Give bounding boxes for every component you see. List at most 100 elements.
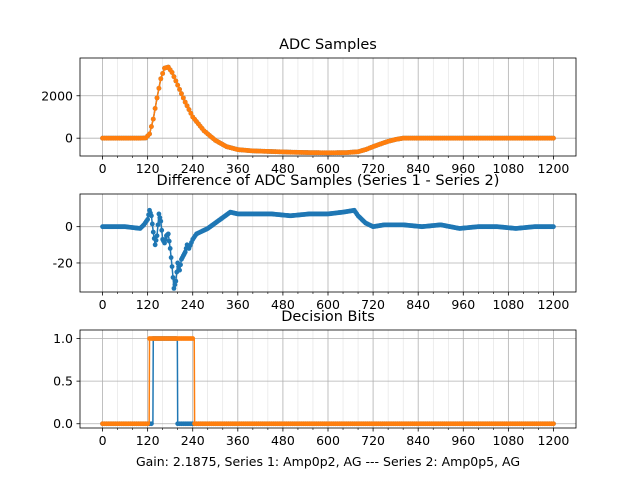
- diff-series-1-point: [165, 231, 171, 237]
- adc-series-2-point: [171, 74, 177, 80]
- diff-x-tick-label: 480: [271, 297, 295, 312]
- adc-x-tick-label: 120: [136, 161, 160, 176]
- diff-x-tick-label: 600: [316, 297, 340, 312]
- diff-series-1-point: [152, 242, 158, 248]
- diff-series-1-point: [145, 217, 151, 222]
- adc-series-2-point: [175, 82, 181, 88]
- adc-y-tick-label: 2000: [41, 88, 73, 103]
- bits-series-2-point: [551, 421, 556, 427]
- adc-series-2-point: [148, 124, 154, 129]
- figure-caption: Gain: 2.1875, Series 1: Amp0p2, AG --- S…: [136, 454, 520, 469]
- bits-x-tick-label: 600: [316, 433, 340, 448]
- adc-x-tick-label: 240: [181, 161, 205, 176]
- diff-axes-frame: [79, 193, 577, 293]
- adc-series-2-point: [182, 99, 188, 105]
- adc-series-2-point: [158, 76, 164, 82]
- adc-x-tick-label: 360: [226, 161, 250, 176]
- decision-bits-plot-area: 0 120 240 360 480 600 720 840 960 1080 1200 0.0 0.5 1…: [53, 329, 577, 448]
- bits-x-tick-label: 1200: [538, 433, 570, 448]
- adc-x-tick-label: 840: [406, 161, 430, 176]
- adc-x-tick-label: 720: [361, 161, 385, 176]
- adc-series-2-point: [154, 95, 160, 101]
- adc-series-2-point: [177, 86, 182, 92]
- adc-series-2-point: [184, 103, 190, 109]
- bits-series-1-point: [148, 421, 154, 427]
- adc-samples-panel: 0 120 240 360 480 600 720 840 960 1080 1200 0 2000 A…: [41, 37, 577, 176]
- adc-samples-title: ADC Samples: [279, 37, 377, 53]
- diff-series-1-point: [178, 262, 183, 268]
- diff-series-1-point: [163, 236, 168, 242]
- diff-x-tick-label: 1200: [538, 297, 570, 312]
- diff-x-tick-label: 360: [226, 297, 250, 312]
- diff-series-1-point: [170, 275, 176, 280]
- diff-x-tick-label: 960: [451, 297, 475, 312]
- bits-x-tick-label: 0: [99, 433, 107, 448]
- bits-x-tick-label: 120: [136, 433, 160, 448]
- bits-x-tick-label: 240: [181, 433, 205, 448]
- bits-y-tick-label: 0.0: [53, 416, 73, 431]
- adc-series-2-point: [186, 107, 192, 112]
- bits-x-tick-label: 840: [406, 433, 430, 448]
- adc-axes-frame: [79, 57, 577, 157]
- adc-series-2-point: [551, 135, 556, 141]
- diff-series-1-point: [177, 267, 182, 273]
- diff-series-1-point: [156, 211, 162, 217]
- diff-series-1-point: [551, 224, 556, 230]
- diff-series-1-point: [157, 215, 163, 220]
- diff-series-1-point: [172, 282, 178, 288]
- bits-series-2: [100, 336, 556, 427]
- diff-series-1-point: [166, 238, 172, 244]
- diff-series-1-point: [153, 237, 159, 243]
- adc-series-2: [100, 64, 556, 156]
- diff-x-tick-label: 840: [406, 297, 430, 312]
- bits-x-tick-label: 360: [226, 433, 250, 448]
- difference-title: Difference of ADC Samples (Series 1 - Se…: [157, 173, 500, 189]
- bits-y-tick-label: 0.5: [53, 374, 73, 389]
- adc-x-tick-label: 960: [451, 161, 475, 176]
- diff-series-1: [100, 207, 556, 291]
- diff-y-tick-label: -20: [53, 255, 73, 270]
- adc-x-tick-label: 0: [99, 161, 107, 176]
- diff-series-1-point: [168, 255, 174, 260]
- adc-series-2-point: [169, 70, 175, 75]
- adc-series-2-point: [173, 78, 179, 84]
- bits-x-tick-label: 960: [451, 433, 475, 448]
- adc-series-2-point: [188, 110, 194, 116]
- adc-x-tick-label: 600: [316, 161, 340, 176]
- bits-x-tick-label: 720: [361, 433, 385, 448]
- diff-series-1-point: [167, 246, 173, 251]
- decision-bits-title: Decision Bits: [281, 309, 375, 325]
- adc-series-2-point: [180, 95, 186, 101]
- difference-plot-area: 0 120 240 360 480 600 720 840 960 1080 1200 -20 0: [53, 193, 577, 312]
- diff-series-1-point: [173, 278, 179, 284]
- diff-x-tick-label: 0: [99, 297, 107, 312]
- diff-series-1-point: [169, 264, 175, 269]
- adc-y-tick-label: 0: [65, 131, 73, 146]
- bits-series-2-point: [190, 336, 196, 341]
- diff-series-1-point: [171, 285, 177, 291]
- diff-series-1-point: [149, 221, 155, 227]
- diff-series-1-point: [158, 218, 164, 224]
- diff-x-tick-label: 720: [361, 297, 385, 312]
- diff-x-tick-label: 1080: [492, 297, 524, 312]
- diff-series-1-point: [148, 213, 154, 219]
- adc-series-2-point: [156, 85, 162, 91]
- adc-series-2-point: [147, 131, 152, 137]
- bits-y-tick-label: 1.0: [53, 331, 73, 346]
- adc-samples-plot-area: 0 120 240 360 480 600 720 840 960 1080 1200 0 2000: [41, 57, 577, 176]
- diff-series-1-point: [182, 249, 188, 255]
- adc-x-tick-label: 1200: [538, 161, 570, 176]
- adc-series-2-point: [179, 91, 184, 97]
- diff-series-1-point: [162, 240, 167, 246]
- decision-bits-panel: 0 120 240 360 480 600 720 840 960 1080 1200 0.0 0.5 1…: [53, 309, 577, 448]
- adc-series-2-point: [160, 71, 166, 76]
- diff-series-1-point: [155, 222, 161, 228]
- bits-x-tick-label: 480: [271, 433, 295, 448]
- diff-x-tick-label: 240: [181, 297, 205, 312]
- bits-axes-frame: [79, 329, 577, 429]
- diff-series-1-point: [154, 233, 160, 239]
- adc-series-2-point: [150, 116, 156, 122]
- difference-panel: 0 120 240 360 480 600 720 840 960 1080 1200 -20 0 Di…: [53, 173, 577, 312]
